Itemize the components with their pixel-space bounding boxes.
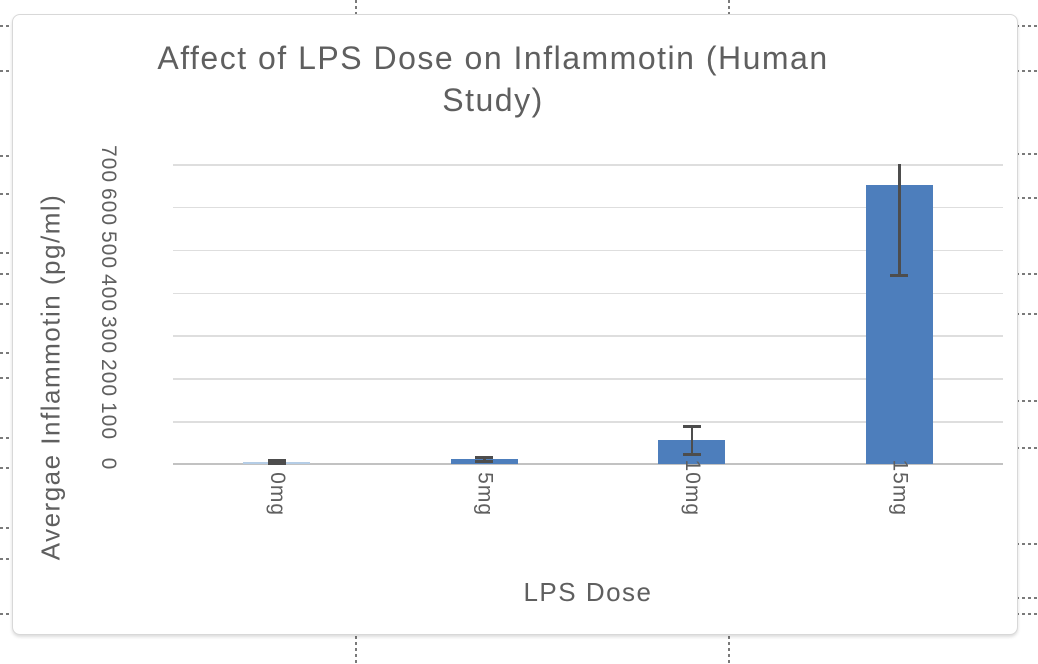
page-break-guide-right bbox=[1016, 400, 1038, 402]
page-break-guide-right bbox=[1016, 25, 1038, 27]
gridline bbox=[173, 292, 1003, 295]
page-break-guide-left bbox=[0, 70, 13, 72]
x-axis-line bbox=[173, 463, 1003, 465]
y-tick-label: 500 bbox=[97, 230, 120, 269]
page-break-guide-right bbox=[1016, 597, 1038, 599]
gridline bbox=[173, 164, 1003, 166]
gridline bbox=[173, 378, 1003, 380]
x-axis-title: LPS Dose bbox=[523, 577, 653, 607]
page-break-guide-right bbox=[1016, 70, 1038, 72]
page-break-guide-left bbox=[0, 437, 13, 439]
x-category-label: 5mg bbox=[473, 472, 497, 516]
page-break-guide-right bbox=[1016, 313, 1038, 315]
page-break-guide-left bbox=[0, 25, 13, 27]
y-tick-label: 100 bbox=[97, 402, 120, 441]
x-category-label: 0mg bbox=[265, 472, 289, 516]
gridline bbox=[173, 335, 1003, 337]
y-tick-label: 200 bbox=[97, 359, 120, 398]
page-break-guide-left bbox=[0, 558, 13, 560]
page-break-guide-left bbox=[0, 613, 13, 615]
page-break-guide-right bbox=[1016, 447, 1038, 449]
y-tick-label: 0 bbox=[97, 457, 120, 471]
y-tick-label: 400 bbox=[97, 273, 120, 312]
error-bar bbox=[690, 426, 693, 455]
error-bar bbox=[483, 457, 486, 462]
error-bar-bottom-cap bbox=[890, 273, 909, 277]
chart-title: Affect of LPS Dose on Inflammotin (Human… bbox=[157, 40, 829, 118]
page-break-guide-left bbox=[0, 377, 13, 379]
page-break-guide-right bbox=[1016, 153, 1038, 155]
page-break-guide-left bbox=[0, 527, 13, 529]
page-break-guide-right bbox=[1016, 273, 1038, 275]
y-tick-label: 700 bbox=[97, 144, 120, 184]
gridline bbox=[173, 206, 1003, 209]
page-break-guide-left bbox=[0, 273, 13, 275]
error-bar bbox=[898, 164, 901, 276]
page-break-guide-left bbox=[0, 252, 13, 254]
y-tick-label: 300 bbox=[97, 316, 120, 355]
error-bar-top-cap bbox=[475, 455, 494, 459]
x-category-label: 10mg bbox=[680, 459, 704, 516]
y-tick-label: 600 bbox=[97, 187, 120, 226]
error-bar-top-cap bbox=[682, 425, 701, 429]
page-break-guide-left bbox=[0, 155, 13, 157]
gridline bbox=[173, 249, 1003, 252]
page-break-guide-right bbox=[1016, 197, 1038, 199]
gridline bbox=[173, 421, 1003, 423]
page-break-guide-right bbox=[1016, 613, 1038, 615]
plot-area bbox=[173, 164, 1003, 465]
x-category-label: 15mg bbox=[888, 459, 912, 516]
error-bar-bottom-cap bbox=[475, 459, 494, 463]
chart-card[interactable]: Affect of LPS Dose on Inflammotin (Human… bbox=[12, 14, 1018, 635]
error-bar-top-cap bbox=[267, 459, 286, 463]
y-axis-title: Avergae Inflammotin (pg/ml) bbox=[35, 193, 66, 561]
error-bar-bottom-cap bbox=[682, 452, 701, 456]
page-break-guide-left bbox=[0, 193, 13, 195]
page-break-guide-left bbox=[0, 303, 13, 305]
page-break-guide-left bbox=[0, 467, 13, 469]
page-break-guide-right bbox=[1016, 543, 1038, 545]
error-bar-bottom-cap bbox=[267, 461, 286, 465]
page-break-guide-left bbox=[0, 352, 13, 354]
